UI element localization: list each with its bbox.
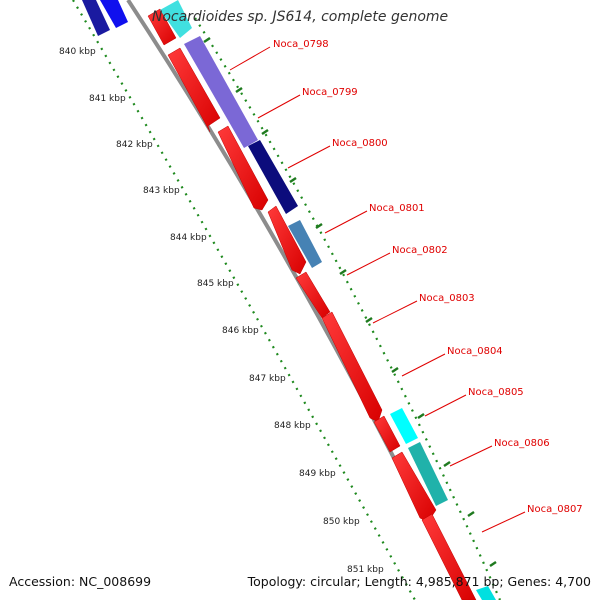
gene-block[interactable] [321, 311, 383, 423]
gene-labels: Noca_0798 Noca_0799 Noca_0800 Noca_0801 … [273, 39, 583, 515]
scale-ticks: 840 kbp 841 kbp 842 kbp 843 kbp 844 kbp … [59, 47, 384, 575]
tick-label: 843 kbp [143, 186, 180, 196]
gene-label: Noca_0804 [447, 346, 503, 357]
tick-label: 840 kbp [59, 47, 96, 57]
gene-label: Noca_0805 [468, 387, 524, 398]
tick-label: 848 kbp [274, 421, 311, 431]
gene-block[interactable] [267, 205, 307, 275]
gene-block[interactable] [408, 442, 448, 506]
forward-strand-genes [147, 8, 477, 600]
gene-block[interactable] [100, 0, 128, 28]
gene-block[interactable] [147, 8, 177, 46]
tick-label: 845 kbp [197, 279, 234, 289]
reverse-strand-genes [82, 0, 496, 600]
map-title: Nocardioides sp. JS614, complete genome [151, 9, 449, 25]
genome-summary: Topology: circular; Length: 4,985,871 bp… [247, 574, 591, 589]
accession-text: Accession: NC_008699 [9, 574, 152, 589]
gene-label: Noca_0800 [332, 138, 388, 149]
tick-label: 842 kbp [116, 140, 153, 150]
gene-block[interactable] [476, 586, 496, 600]
scale-arc [72, 0, 416, 600]
tick-label: 841 kbp [89, 94, 126, 104]
gene-block[interactable] [373, 415, 401, 453]
tick-label: 849 kbp [299, 469, 336, 479]
gene-block[interactable] [390, 408, 418, 444]
gene-label: Noca_0801 [369, 203, 425, 214]
gene-label: Noca_0806 [494, 438, 550, 449]
gene-block[interactable] [160, 0, 192, 38]
gene-block[interactable] [217, 125, 269, 211]
tick-label: 851 kbp [347, 565, 384, 575]
tick-label: 846 kbp [222, 326, 259, 336]
tick-label: 847 kbp [249, 374, 286, 384]
tick-label: 850 kbp [323, 517, 360, 527]
gene-block[interactable] [248, 140, 298, 214]
outer-ticks [203, 36, 497, 568]
gene-block[interactable] [82, 0, 110, 36]
tick-label: 844 kbp [170, 233, 207, 243]
gene-label: Noca_0799 [302, 87, 358, 98]
gene-block[interactable] [295, 271, 331, 319]
gene-label: Noca_0802 [392, 245, 448, 256]
gene-label: Noca_0798 [273, 39, 329, 50]
gene-block[interactable] [288, 220, 322, 268]
backbone-arc [126, 0, 467, 600]
gene-label: Noca_0807 [527, 504, 583, 515]
gene-label: Noca_0803 [419, 293, 475, 304]
gene-block[interactable] [184, 36, 258, 148]
gene-leaders [229, 46, 526, 533]
gene-block[interactable] [167, 47, 221, 133]
outer-dotted-arc [194, 17, 502, 600]
gene-block[interactable] [421, 513, 477, 600]
